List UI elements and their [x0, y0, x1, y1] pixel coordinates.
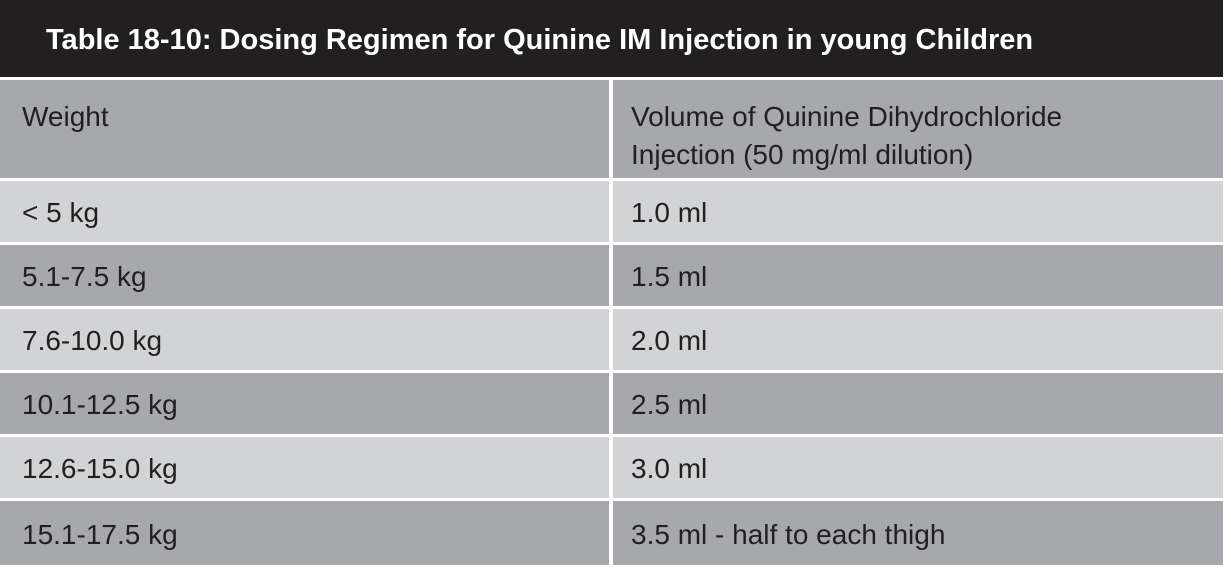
header-volume: Volume of Quinine Dihydrochloride Inject… — [613, 80, 1223, 178]
table-row: 12.6-15.0 kg 3.0 ml — [0, 437, 1223, 501]
header-volume-line1: Volume of Quinine Dihydrochloride — [631, 101, 1063, 132]
weight-cell: 10.1-12.5 kg — [0, 373, 613, 434]
header-volume-line2: Injection (50 mg/ml dilution) — [631, 139, 974, 170]
table-row: 10.1-12.5 kg 2.5 ml — [0, 373, 1223, 437]
volume-cell: 3.0 ml — [613, 437, 1223, 498]
table-row: < 5 kg 1.0 ml — [0, 181, 1223, 245]
table-row: 5.1-7.5 kg 1.5 ml — [0, 245, 1223, 309]
table-row: 7.6-10.0 kg 2.0 ml — [0, 309, 1223, 373]
weight-cell: 7.6-10.0 kg — [0, 309, 613, 370]
table-row: 15.1-17.5 kg 3.5 ml - half to each thigh — [0, 501, 1223, 568]
header-weight: Weight — [0, 80, 613, 178]
table-header-row: Weight Volume of Quinine Dihydrochloride… — [0, 80, 1223, 181]
volume-cell: 1.0 ml — [613, 181, 1223, 242]
volume-cell: 2.5 ml — [613, 373, 1223, 434]
volume-cell: 2.0 ml — [613, 309, 1223, 370]
weight-cell: 5.1-7.5 kg — [0, 245, 613, 306]
table-title: Table 18-10: Dosing Regimen for Quinine … — [0, 0, 1223, 80]
volume-cell: 1.5 ml — [613, 245, 1223, 306]
volume-cell: 3.5 ml - half to each thigh — [613, 501, 1223, 565]
dosing-table: Table 18-10: Dosing Regimen for Quinine … — [0, 0, 1223, 568]
weight-cell: 12.6-15.0 kg — [0, 437, 613, 498]
weight-cell: 15.1-17.5 kg — [0, 501, 613, 565]
table-grid: Weight Volume of Quinine Dihydrochloride… — [0, 80, 1223, 568]
weight-cell: < 5 kg — [0, 181, 613, 242]
